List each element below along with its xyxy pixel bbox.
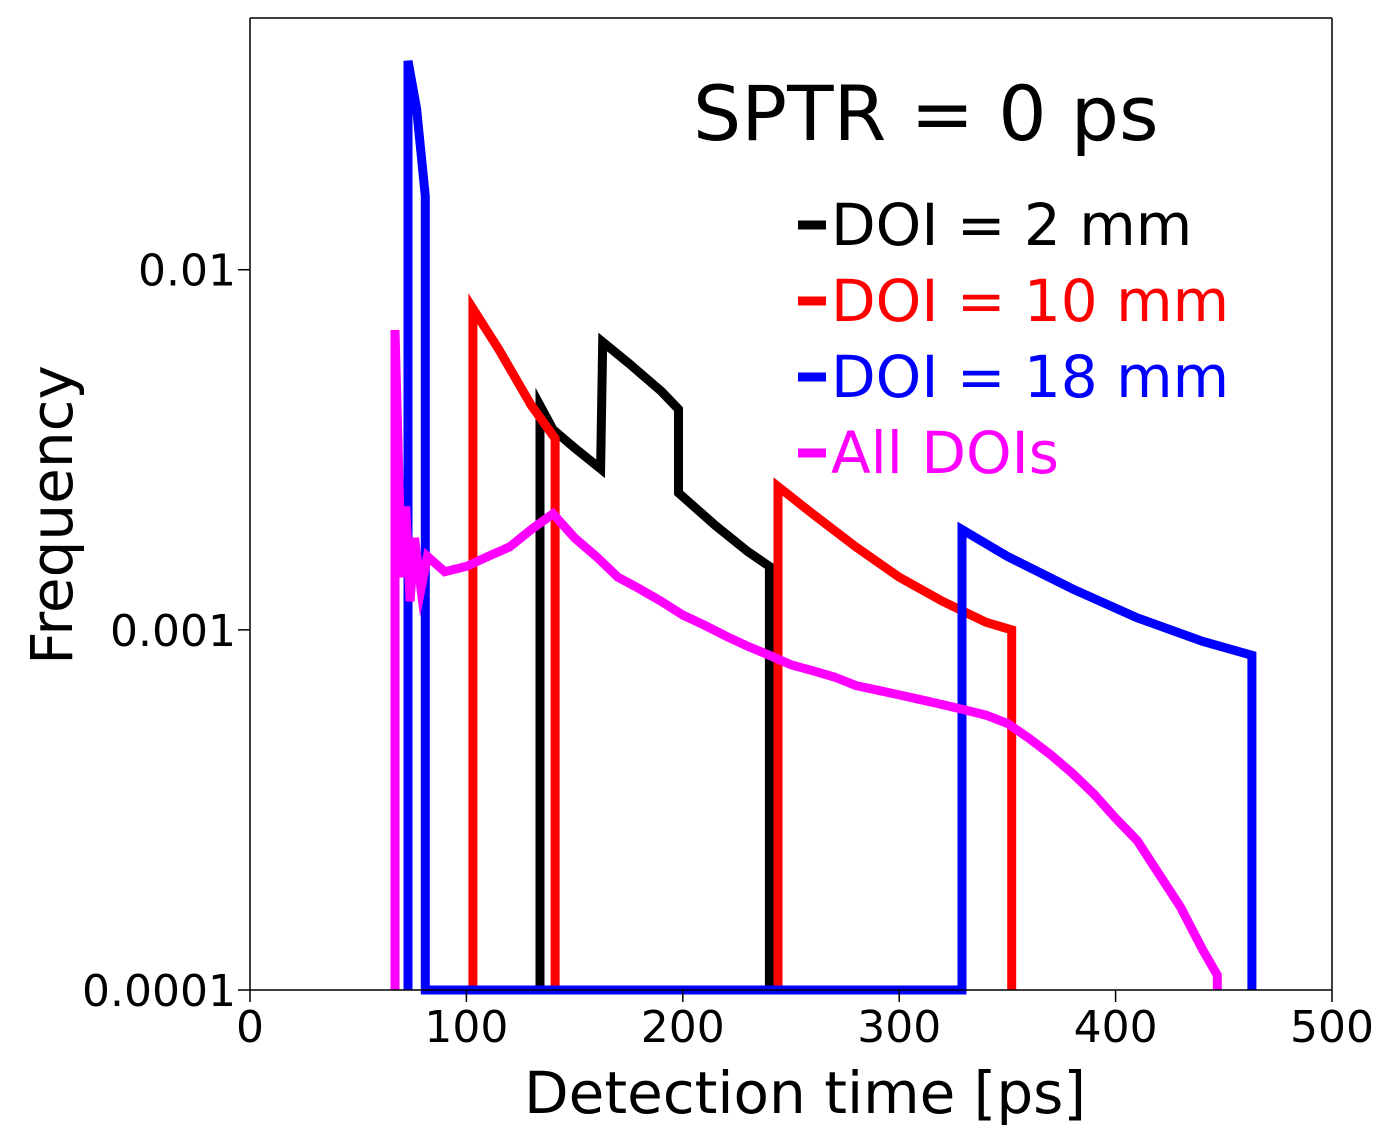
x-tick-label: 500 — [1290, 1002, 1374, 1053]
x-axis-title: Detection time [ps] — [524, 1059, 1086, 1127]
y-tick-label: 0.0001 — [82, 966, 236, 1017]
x-ticks: 0 100 200 300 400 500 — [236, 990, 1374, 1053]
series-line-all-dois — [390, 329, 1222, 990]
y-axis-title: Frequency — [18, 365, 86, 665]
legend-label: DOI = 10 mm — [831, 267, 1229, 335]
y-tick-label: 0.01 — [138, 246, 236, 297]
series-line-doi-18-mm — [403, 60, 1257, 995]
x-tick-label: 0 — [236, 1002, 264, 1053]
y-tick-label: 0.001 — [110, 606, 236, 657]
x-tick-label: 200 — [641, 1002, 725, 1053]
x-tick-label: 300 — [857, 1002, 941, 1053]
legend: DOI = 2 mm DOI = 10 mm DOI = 18 mm All DOIs — [798, 191, 1229, 487]
x-tick-label: 100 — [424, 1002, 508, 1053]
x-tick-label: 400 — [1074, 1002, 1158, 1053]
legend-label: All DOIs — [831, 419, 1059, 487]
series-line-doi-10-mm — [468, 293, 1017, 995]
series-line-doi-2-mm — [535, 332, 774, 990]
chart-title: SPTR = 0 ps — [693, 69, 1159, 158]
y-ticks: 0.0001 0.001 0.01 — [82, 246, 250, 1017]
legend-label: DOI = 2 mm — [831, 191, 1192, 259]
legend-label: DOI = 18 mm — [831, 343, 1229, 411]
series-layer — [390, 60, 1257, 995]
axis-frame — [249, 17, 1333, 991]
